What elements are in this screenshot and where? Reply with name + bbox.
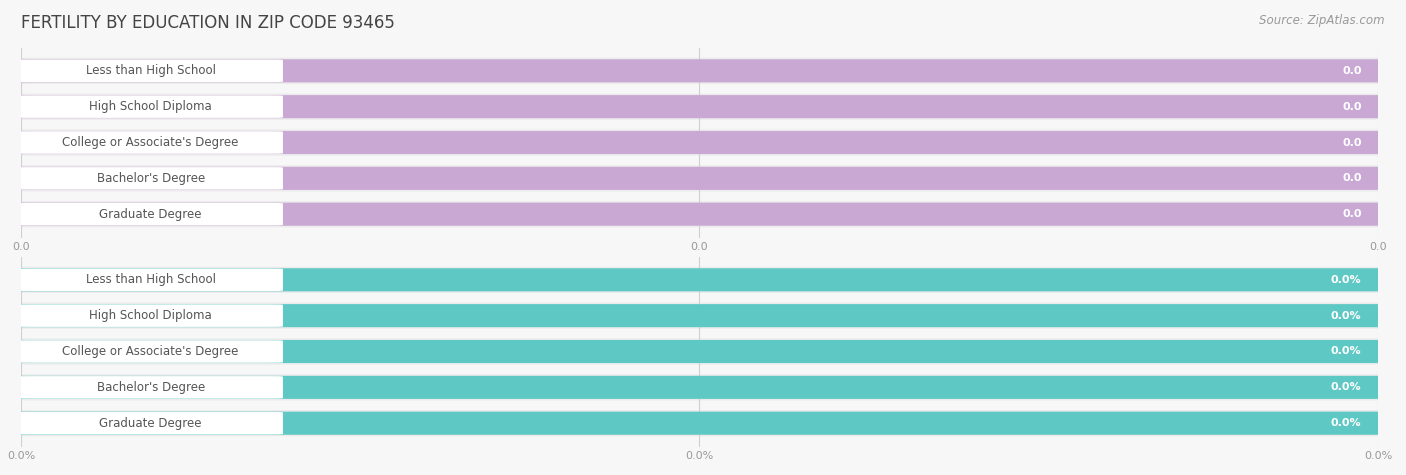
Text: Source: ZipAtlas.com: Source: ZipAtlas.com [1260, 14, 1385, 27]
FancyBboxPatch shape [1, 165, 1398, 191]
FancyBboxPatch shape [1, 374, 1398, 400]
FancyBboxPatch shape [18, 412, 283, 435]
Text: 0.0%: 0.0% [1331, 382, 1361, 392]
FancyBboxPatch shape [18, 167, 283, 190]
FancyBboxPatch shape [18, 95, 283, 118]
Text: 0.0%: 0.0% [1331, 418, 1361, 428]
FancyBboxPatch shape [4, 340, 1395, 363]
FancyBboxPatch shape [1, 303, 1398, 329]
FancyBboxPatch shape [18, 131, 283, 154]
FancyBboxPatch shape [1, 58, 1398, 84]
FancyBboxPatch shape [18, 376, 283, 399]
Text: College or Associate's Degree: College or Associate's Degree [62, 136, 239, 149]
Text: Bachelor's Degree: Bachelor's Degree [97, 381, 205, 394]
Text: High School Diploma: High School Diploma [90, 309, 212, 322]
Text: 0.0: 0.0 [1343, 209, 1361, 219]
Text: 0.0%: 0.0% [1331, 275, 1361, 285]
FancyBboxPatch shape [4, 268, 1395, 291]
Text: 0.0: 0.0 [1343, 102, 1361, 112]
FancyBboxPatch shape [1, 410, 1398, 436]
Text: FERTILITY BY EDUCATION IN ZIP CODE 93465: FERTILITY BY EDUCATION IN ZIP CODE 93465 [21, 14, 395, 32]
Text: 0.0: 0.0 [1343, 66, 1361, 76]
FancyBboxPatch shape [18, 203, 283, 226]
FancyBboxPatch shape [1, 201, 1398, 227]
Text: 0.0: 0.0 [1343, 137, 1361, 148]
Text: College or Associate's Degree: College or Associate's Degree [62, 345, 239, 358]
Text: Graduate Degree: Graduate Degree [100, 208, 202, 221]
Text: 0.0: 0.0 [1343, 173, 1361, 183]
FancyBboxPatch shape [18, 340, 283, 363]
Text: Bachelor's Degree: Bachelor's Degree [97, 172, 205, 185]
Text: Less than High School: Less than High School [86, 273, 215, 286]
Text: High School Diploma: High School Diploma [90, 100, 212, 113]
FancyBboxPatch shape [1, 338, 1398, 365]
Text: Less than High School: Less than High School [86, 64, 215, 77]
FancyBboxPatch shape [4, 131, 1395, 154]
FancyBboxPatch shape [18, 268, 283, 291]
FancyBboxPatch shape [1, 267, 1398, 293]
FancyBboxPatch shape [18, 59, 283, 82]
FancyBboxPatch shape [1, 129, 1398, 156]
FancyBboxPatch shape [4, 203, 1395, 226]
FancyBboxPatch shape [18, 304, 283, 327]
FancyBboxPatch shape [4, 167, 1395, 190]
Text: Graduate Degree: Graduate Degree [100, 417, 202, 430]
Text: 0.0%: 0.0% [1331, 311, 1361, 321]
FancyBboxPatch shape [1, 94, 1398, 120]
FancyBboxPatch shape [4, 304, 1395, 327]
FancyBboxPatch shape [4, 412, 1395, 435]
FancyBboxPatch shape [4, 59, 1395, 82]
Text: 0.0%: 0.0% [1331, 346, 1361, 357]
FancyBboxPatch shape [4, 376, 1395, 399]
FancyBboxPatch shape [4, 95, 1395, 118]
